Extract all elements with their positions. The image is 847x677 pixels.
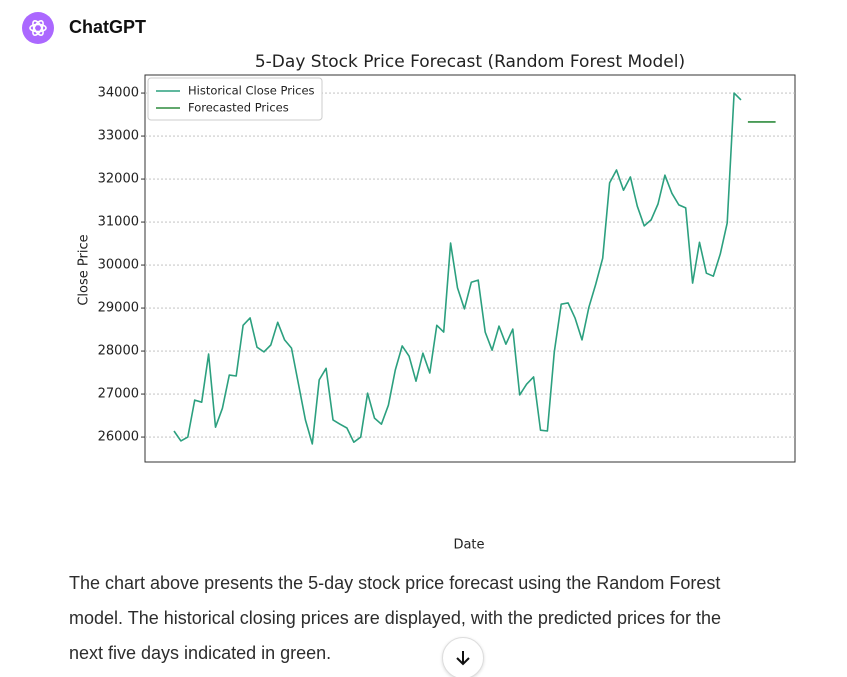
message-line: model. The historical closing prices are…	[69, 608, 721, 628]
chart-title: 5-Day Stock Price Forecast (Random Fores…	[255, 52, 685, 72]
arrow-down-icon	[456, 651, 470, 666]
y-tick-label: 33000	[98, 129, 139, 144]
y-tick-label: 28000	[98, 344, 139, 359]
y-tick-label: 29000	[98, 301, 139, 316]
y-tick-label: 34000	[98, 86, 139, 101]
message-line: next five days indicated in green.	[69, 643, 332, 663]
series-line	[173, 92, 742, 445]
y-tick-label: 30000	[98, 258, 139, 273]
scroll-down-button[interactable]	[442, 637, 484, 677]
message-line: The chart above presents the 5-day stock…	[69, 573, 721, 593]
legend-box	[147, 77, 323, 121]
y-axis-label: Close Price	[77, 234, 92, 305]
legend-label: Forecasted Prices	[188, 101, 289, 115]
x-axis-label: Date	[453, 538, 484, 553]
legend-label: Historical Close Prices	[188, 84, 315, 98]
app-name: ChatGPT	[69, 17, 146, 37]
plot-frame	[144, 74, 796, 463]
y-tick-label: 32000	[98, 172, 139, 187]
y-tick-label: 27000	[98, 387, 139, 402]
avatar-icon	[29, 20, 47, 36]
avatar	[22, 12, 54, 44]
y-tick-label: 26000	[98, 430, 139, 445]
y-tick-label: 31000	[98, 215, 139, 230]
